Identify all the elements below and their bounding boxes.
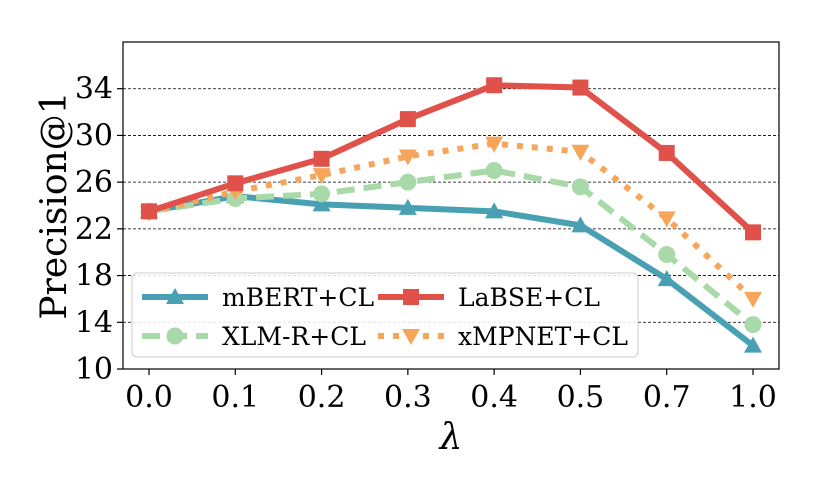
x-tick-label: 0.0 <box>125 380 173 415</box>
series-line <box>148 82 756 235</box>
data-point <box>658 144 675 161</box>
data-point <box>571 178 589 196</box>
y-axis-label: Precision@1 <box>34 91 75 319</box>
y-tick-label: 14 <box>75 305 113 340</box>
data-point <box>571 216 590 233</box>
legend-swatch-marker <box>402 329 420 345</box>
y-tick-label: 10 <box>75 352 113 387</box>
legend-label: XLM-R+CL <box>222 322 366 351</box>
legend-swatch-marker <box>166 288 184 304</box>
data-point <box>658 246 676 264</box>
data-point <box>141 203 157 220</box>
data-point <box>485 161 503 179</box>
x-tick-label: 0.1 <box>211 380 259 415</box>
y-tick-label: 18 <box>75 259 113 294</box>
data-point <box>312 168 331 185</box>
series-line <box>148 193 755 349</box>
data-point <box>744 291 762 308</box>
data-point <box>399 111 416 128</box>
plot-frame <box>122 41 780 370</box>
legend-item: LaBSE+CL <box>378 283 600 312</box>
legend-label: mBERT+CL <box>222 283 374 312</box>
series-line <box>148 140 756 302</box>
data-point <box>313 185 331 203</box>
data-point <box>486 77 503 94</box>
legend-label: xMPNET+CL <box>458 322 628 351</box>
data-point <box>398 149 417 166</box>
series-labse-cl <box>141 77 761 241</box>
data-point <box>399 173 417 191</box>
data-point <box>571 144 590 161</box>
data-point <box>572 79 589 96</box>
data-point <box>744 316 762 334</box>
x-tick-label: 0.7 <box>643 380 691 415</box>
x-tick-label: 1.0 <box>729 380 777 415</box>
data-point <box>398 198 417 215</box>
y-tick-label: 34 <box>75 72 113 107</box>
legend-item: XLM-R+CL <box>142 322 366 351</box>
x-axis-label: λ <box>438 417 463 458</box>
y-tick-label: 22 <box>75 212 113 247</box>
data-point <box>485 136 504 153</box>
legend-label: LaBSE+CL <box>458 283 600 312</box>
x-tick-label: 0.3 <box>384 380 432 415</box>
x-tick-label: 0.2 <box>298 380 346 415</box>
series-line <box>148 167 755 327</box>
legend-item: mBERT+CL <box>142 283 374 312</box>
data-point <box>657 211 676 228</box>
data-point <box>485 202 504 219</box>
x-tick-label: 0.4 <box>470 380 518 415</box>
data-point <box>745 224 761 241</box>
data-point <box>227 175 244 192</box>
axis-ticks: 10 14 18 22 26 30 34 0.0 0.1 0.2 0.3 0.4 0.5 0.7 1.0 <box>75 72 777 415</box>
data-point <box>312 195 331 212</box>
legend-item: xMPNET+CL <box>378 322 628 351</box>
x-tick-label: 0.5 <box>557 380 605 415</box>
legend-swatch-marker <box>166 327 184 345</box>
legend-swatch-marker <box>403 289 419 305</box>
data-point <box>657 270 676 287</box>
data-point <box>313 150 330 167</box>
y-tick-label: 30 <box>75 118 113 153</box>
series-lines <box>140 77 762 353</box>
legend: mBERT+CL LaBSE+CL XLM-R+CL xMPNET+CL <box>131 272 639 358</box>
data-point <box>744 336 762 353</box>
legend-box <box>131 272 639 358</box>
y-tick-label: 26 <box>75 165 113 200</box>
